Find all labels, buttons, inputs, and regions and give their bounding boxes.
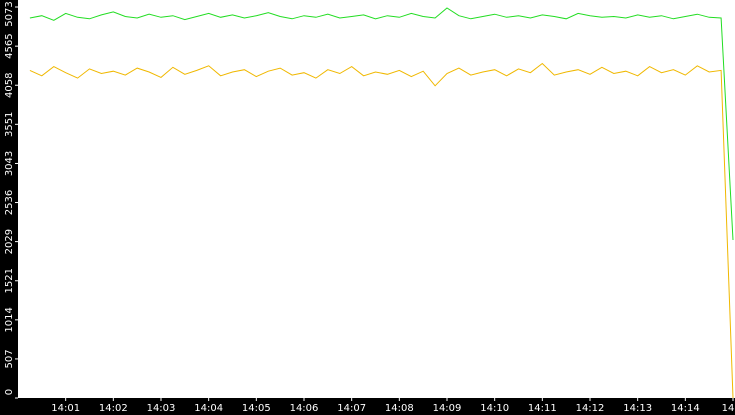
x-axis-band <box>0 398 735 415</box>
series-line <box>29 62 734 398</box>
y-axis-band <box>0 0 18 415</box>
x-tick-label: 14 <box>722 403 735 414</box>
y-tick-label: 1014 <box>4 307 15 332</box>
x-tick-label: 14:09 <box>433 403 462 414</box>
x-tick-label: 14:05 <box>242 403 271 414</box>
x-tick-label: 14:14 <box>671 403 700 414</box>
plot-area <box>29 7 734 398</box>
x-tick-label: 14:03 <box>147 403 176 414</box>
series-line <box>29 7 734 241</box>
x-tick-label: 14:07 <box>337 403 366 414</box>
x-tick-label: 14:04 <box>194 403 223 414</box>
x-tick-label: 14:12 <box>576 403 605 414</box>
y-tick-label: 2029 <box>4 229 15 254</box>
x-tick-label: 14:11 <box>528 403 557 414</box>
y-tick-label: 4058 <box>4 73 15 98</box>
y-tick-label: 4565 <box>4 33 15 58</box>
x-tick-label: 14:08 <box>385 403 414 414</box>
y-tick-label: 0 <box>4 389 15 395</box>
y-tick-label: 1521 <box>4 268 15 293</box>
x-tick-label: 14:10 <box>480 403 509 414</box>
y-tick-label: 2536 <box>4 190 15 215</box>
x-tick-label: 14:06 <box>290 403 319 414</box>
y-tick-label: 3043 <box>4 151 15 176</box>
x-tick-label: 14:01 <box>51 403 80 414</box>
x-tick-label: 14:02 <box>99 403 128 414</box>
y-tick-label: 507 <box>4 349 15 368</box>
y-tick-label: 3551 <box>4 112 15 137</box>
x-tick-label: 14:13 <box>623 403 652 414</box>
y-tick-label: 5073 <box>4 1 15 26</box>
